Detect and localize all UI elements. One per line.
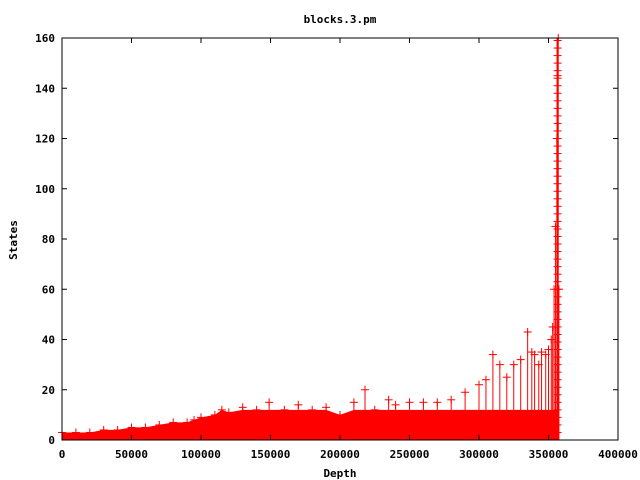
y-tick-label: 120 (35, 133, 55, 146)
data-point (523, 327, 532, 336)
data-point (481, 375, 490, 384)
data-point (447, 395, 456, 404)
data-point (252, 405, 261, 414)
y-tick-label: 60 (42, 283, 55, 296)
impulse-fill-layer (62, 409, 559, 440)
data-point (183, 418, 192, 427)
data-point (141, 423, 150, 432)
data-point (544, 345, 553, 354)
x-axis-label: Depth (323, 467, 356, 480)
data-point (370, 405, 379, 414)
data-point (197, 413, 205, 422)
data-point (308, 405, 317, 414)
x-tick-label: 400000 (598, 448, 638, 461)
y-tick-label: 20 (42, 384, 55, 397)
x-tick-label: 300000 (459, 448, 499, 461)
data-point (516, 355, 525, 364)
data-point (433, 398, 442, 407)
data-point (224, 408, 233, 417)
x-tick-label: 250000 (390, 448, 430, 461)
data-point (361, 385, 370, 394)
data-point (405, 398, 414, 407)
data-point (217, 405, 226, 414)
data-point (391, 400, 400, 409)
chart-title: blocks.3.pm (304, 13, 377, 26)
data-point (155, 420, 164, 429)
data-point (169, 418, 178, 427)
x-tick-label: 100000 (181, 448, 221, 461)
data-point (210, 410, 219, 419)
data-point (384, 395, 393, 404)
x-tick-label: 50000 (115, 448, 148, 461)
data-point (509, 360, 518, 369)
data-point (475, 380, 483, 389)
data-point (530, 350, 539, 359)
data-point (534, 360, 543, 369)
data-point (71, 428, 80, 437)
y-tick-label: 0 (48, 434, 55, 447)
data-point (488, 350, 497, 359)
marker-layer (58, 34, 563, 441)
y-tick-label: 40 (42, 334, 55, 347)
data-point (461, 388, 470, 397)
data-point (495, 360, 504, 369)
data-point (537, 348, 546, 357)
data-point (547, 335, 556, 344)
data-point (502, 373, 511, 382)
x-axis-ticks: 0 50000 100000 150000 200000 250000 300000 3500… (59, 38, 638, 461)
x-tick-label: 200000 (320, 448, 360, 461)
y-tick-label: 80 (42, 233, 55, 246)
data-point (113, 425, 122, 434)
data-point (419, 398, 428, 407)
data-point (265, 398, 274, 407)
y-axis-label: States (7, 220, 20, 260)
data-point (127, 423, 136, 432)
y-axis-ticks: 0 20 40 60 80 100 120 140 160 (35, 32, 618, 447)
data-point (322, 403, 331, 412)
data-point (280, 405, 289, 414)
data-point (294, 400, 303, 409)
data-point (349, 398, 358, 407)
data-point (541, 350, 550, 359)
data-point (99, 425, 108, 434)
impulse-fill-area (62, 409, 559, 440)
data-point (336, 410, 344, 419)
data-point (238, 403, 247, 412)
y-tick-label: 160 (35, 32, 55, 45)
y-tick-label: 140 (35, 82, 55, 95)
x-tick-label: 0 (59, 448, 66, 461)
x-tick-label: 350000 (529, 448, 569, 461)
data-point (85, 428, 94, 437)
y-tick-label: 100 (35, 183, 55, 196)
data-point (190, 415, 199, 424)
x-tick-label: 150000 (251, 448, 291, 461)
